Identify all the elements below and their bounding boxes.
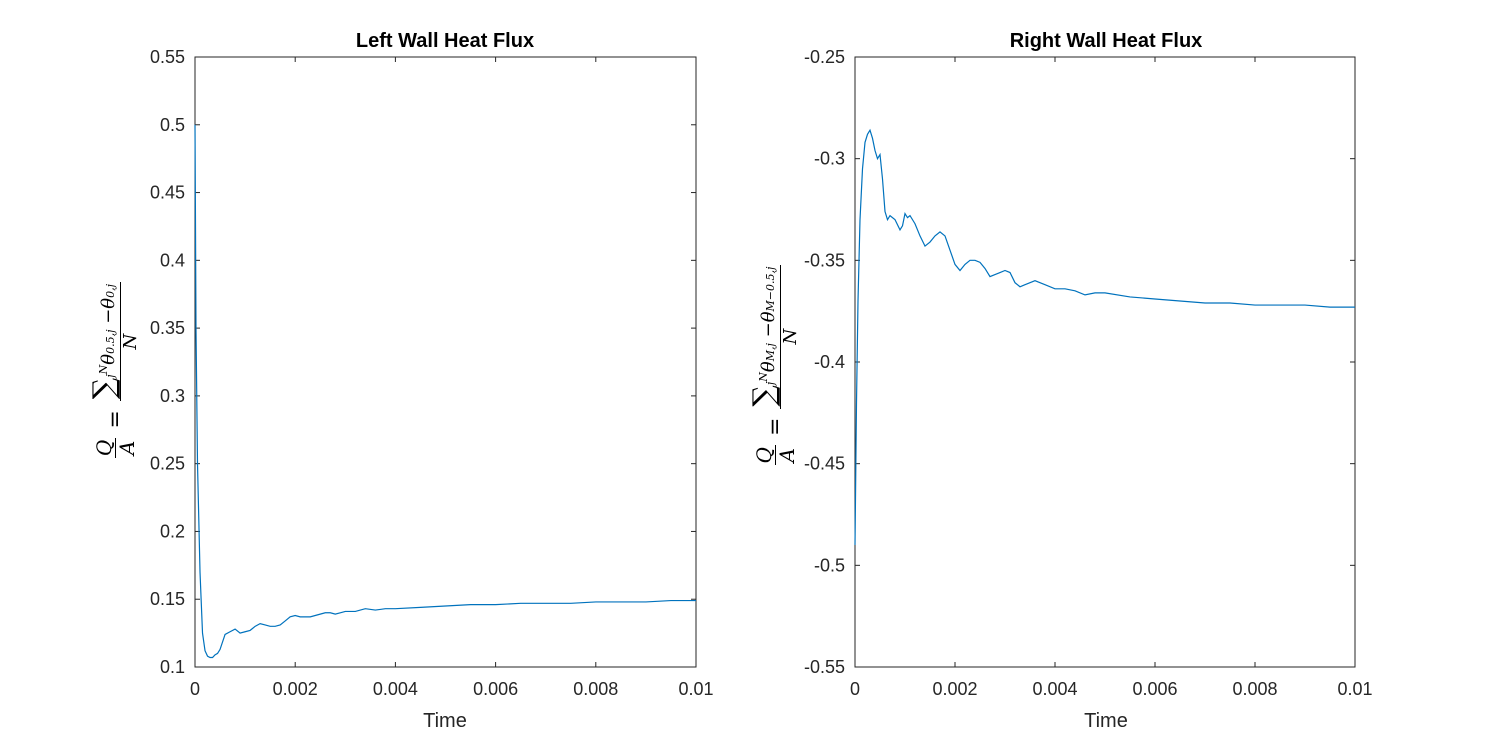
x-axis-ticks: 0 0.002 0.004 0.006 0.008 0.01 [190, 57, 714, 699]
y-axis-ticks: -0.55 -0.5 -0.45 -0.4 -0.35 -0.3 -0.25 [804, 47, 1355, 677]
y-tick-label: -0.35 [804, 250, 845, 270]
x-tick-label: 0 [850, 679, 860, 699]
plot-area [194, 56, 697, 668]
x-tick-label: 0.01 [678, 679, 713, 699]
x-tick-label: 0.002 [932, 679, 977, 699]
x-tick-label: 0.002 [273, 679, 318, 699]
y-tick-label: 0.5 [160, 115, 185, 135]
x-axis-ticks: 0 0.002 0.004 0.006 0.008 0.01 [850, 57, 1373, 699]
x-tick-label: 0.004 [1032, 679, 1077, 699]
x-tick-label: 0.01 [1337, 679, 1372, 699]
y-tick-label: 0.2 [160, 521, 185, 541]
y-tick-label: 0.25 [150, 454, 185, 474]
x-tick-label: 0.006 [1132, 679, 1177, 699]
chart-title: Left Wall Heat Flux [356, 30, 534, 52]
x-tick-label: 0.004 [373, 679, 418, 699]
y-tick-label: 0.35 [150, 318, 185, 338]
series-line [854, 128, 1355, 546]
y-tick-label: 0.4 [160, 250, 185, 270]
y-tick-label: -0.45 [804, 454, 845, 474]
y-tick-label: -0.55 [804, 657, 845, 677]
y-tick-label: 0.15 [150, 589, 185, 609]
chart-left-wall-heat-flux: Left Wall Heat Flux 0.1 0.15 0.2 0.25 0.3 0.3… [150, 30, 714, 732]
y-tick-label: -0.3 [814, 149, 845, 169]
x-tick-label: 0 [190, 679, 200, 699]
chart-right-wall-heat-flux: Right Wall Heat Flux -0.55-0.5-0.45-0.4-… [804, 30, 1373, 732]
y-tick-label: -0.4 [814, 352, 845, 372]
series-line [194, 124, 696, 659]
y-tick-label: -0.5 [814, 555, 845, 575]
plot-area [854, 56, 1356, 668]
y-tick-label: 0.45 [150, 183, 185, 203]
x-tick-label: 0.008 [1232, 679, 1277, 699]
y-tick-label: -0.25 [804, 47, 845, 67]
x-tick-label: 0.008 [573, 679, 618, 699]
x-axis-label: Time [1084, 710, 1128, 732]
y-tick-label: 0.55 [150, 47, 185, 67]
y-axis-ticks: 0.1 0.15 0.2 0.25 0.3 0.35 0.4 0.45 0.5 0.55 [150, 47, 696, 677]
x-tick-label: 0.006 [473, 679, 518, 699]
y-tick-label: 0.1 [160, 657, 185, 677]
chart-title: Right Wall Heat Flux [1010, 30, 1203, 52]
x-axis-label: Time [423, 710, 467, 732]
y-tick-label: 0.3 [160, 386, 185, 406]
